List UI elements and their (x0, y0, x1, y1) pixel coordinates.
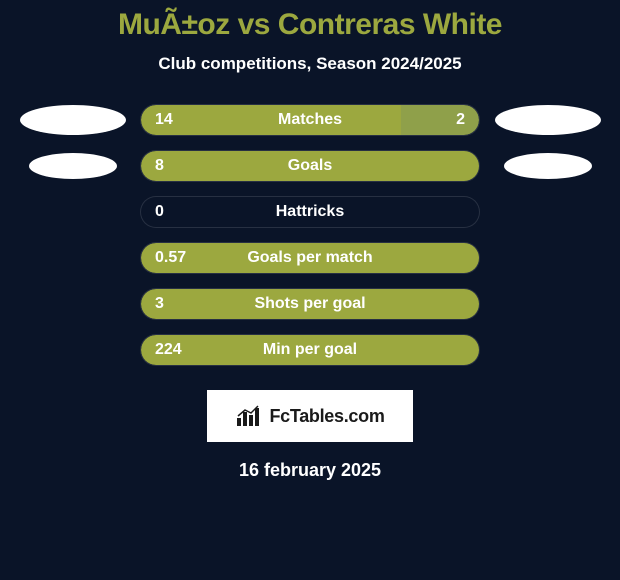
bar-label: Goals (141, 157, 479, 175)
stat-bar: 0.57Goals per match (140, 242, 480, 274)
subtitle: Club competitions, Season 2024/2025 (0, 54, 620, 74)
date-text: 16 february 2025 (0, 460, 620, 481)
right-ellipse (504, 153, 592, 179)
left-ellipse (29, 153, 117, 179)
stat-row: 0.57Goals per match (0, 242, 620, 274)
stat-row: 3Shots per goal (0, 288, 620, 320)
left-slot (15, 105, 130, 135)
bar-label: Goals per match (141, 249, 479, 267)
stat-bar: 3Shots per goal (140, 288, 480, 320)
stat-bar: 0Hattricks (140, 196, 480, 228)
stat-bar: 8Goals (140, 150, 480, 182)
left-ellipse (20, 105, 126, 135)
stat-rows: 142Matches 8Goals 0Hattricks 0.57Goals per … (0, 104, 620, 366)
stat-row: 0Hattricks (0, 196, 620, 228)
bar-label: Matches (141, 111, 479, 129)
right-slot (490, 105, 605, 135)
bar-label: Min per goal (141, 341, 479, 359)
right-ellipse (495, 105, 601, 135)
footer-logo: FcTables.com (207, 390, 413, 442)
footer-logo-text: FcTables.com (269, 406, 384, 427)
stat-bar: 142Matches (140, 104, 480, 136)
page-title: MuÃ±oz vs Contreras White (0, 8, 620, 42)
right-slot (490, 153, 605, 179)
stat-row: 142Matches (0, 104, 620, 136)
bar-label: Hattricks (141, 203, 479, 221)
stat-bar: 224Min per goal (140, 334, 480, 366)
bar-label: Shots per goal (141, 295, 479, 313)
bars-icon (235, 404, 263, 428)
stat-row: 224Min per goal (0, 334, 620, 366)
left-slot (15, 153, 130, 179)
comparison-widget: MuÃ±oz vs Contreras White Club competiti… (0, 0, 620, 481)
stat-row: 8Goals (0, 150, 620, 182)
